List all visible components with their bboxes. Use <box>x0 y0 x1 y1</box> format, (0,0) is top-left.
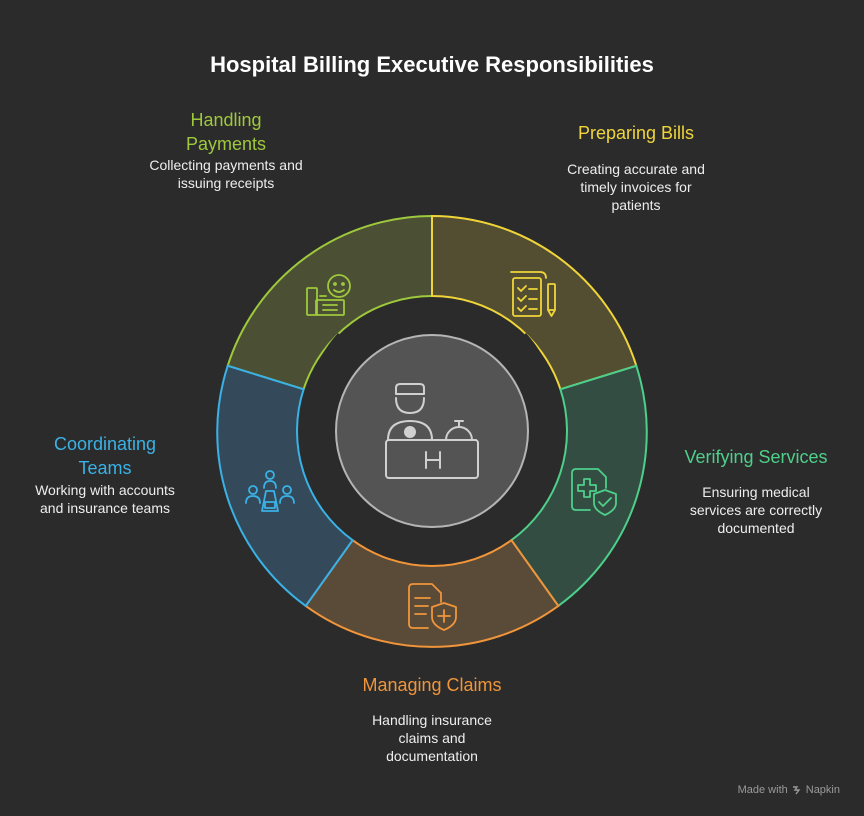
label-preparing-bills: Preparing Bills <box>577 123 695 143</box>
label-coordinating-teams: Coordinating Teams <box>53 434 157 478</box>
made-with-badge: Made with Napkin <box>738 784 840 796</box>
team-icon <box>245 470 295 512</box>
desc-managing-claims: Handling insurance claims and documentat… <box>372 712 492 764</box>
made-with-text: Made with <box>737 784 788 796</box>
hospital-reception-icon <box>385 383 479 479</box>
page-title: Hospital Billing Executive Responsibilit… <box>210 52 654 77</box>
segment-handling-payments <box>226 214 433 391</box>
napkin-brand: Napkin <box>805 784 840 796</box>
center-circle <box>335 334 529 528</box>
checklist-icon <box>510 271 556 317</box>
label-handling-payments: Handling Payments <box>185 110 267 154</box>
desc-handling-payments: Collecting payments and issuing receipts <box>149 157 303 191</box>
label-verifying-services: Verifying Services <box>684 447 828 467</box>
cashier-icon <box>306 274 351 316</box>
napkin-logo-icon <box>792 786 801 795</box>
desc-preparing-bills: Creating accurate and timely invoices fo… <box>567 161 705 213</box>
desc-verifying-services: Ensuring medical services are correctly … <box>689 484 823 536</box>
claim-document-icon <box>408 583 457 631</box>
medical-shield-icon <box>571 468 617 516</box>
desc-coordinating-teams: Working with accounts and insurance team… <box>35 482 175 516</box>
segment-managing-claims <box>304 538 560 648</box>
label-managing-claims: Managing Claims <box>362 675 502 695</box>
segment-preparing-bills <box>431 214 638 391</box>
inner-band <box>304 301 560 560</box>
